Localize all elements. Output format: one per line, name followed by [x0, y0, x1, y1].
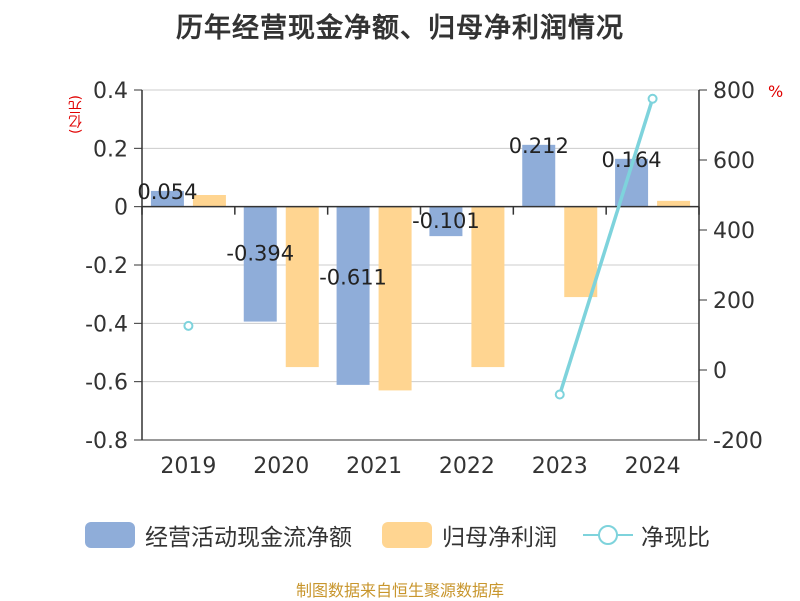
legend-label-cash-flow: 经营活动现金流净额 — [145, 525, 352, 551]
bar-data-label-2020: -0.394 — [226, 241, 294, 265]
right-tick-label: 800 — [713, 79, 755, 104]
left-tick-label: -0.6 — [85, 371, 128, 396]
right-axis-unit: % — [768, 82, 784, 101]
bar-data-label-2019: 0.054 — [137, 180, 197, 204]
bar-data-label-2023: 0.212 — [509, 134, 569, 158]
legend-label-ratio: 净现比 — [641, 525, 710, 551]
left-tick-label: 0.2 — [93, 137, 128, 162]
category-label-2022: 2022 — [439, 454, 495, 479]
category-label-2019: 2019 — [160, 454, 216, 479]
bar-net-profit-2020 — [285, 206, 319, 368]
ratio-point-2019 — [183, 320, 194, 331]
legend-swatch-net-profit — [382, 522, 432, 548]
category-label-2024: 2024 — [625, 454, 681, 479]
ratio-point-2023 — [554, 389, 565, 400]
bar-cash-flow-2023 — [522, 144, 556, 207]
legend-swatch-cash-flow — [85, 522, 135, 548]
ratio-line-segment — [558, 98, 655, 396]
bar-net-profit-2023 — [564, 206, 598, 298]
left-tick-label: -0.4 — [85, 312, 128, 337]
right-tick-label: 400 — [713, 219, 755, 244]
bar-data-label-2022: -0.101 — [412, 209, 480, 233]
tick-labels: 0.4 0.2 0 -0.2 -0.4 -0.6 -0.8 800 600 400 200 0 -200… — [85, 79, 763, 479]
legend-item-net-profit[interactable]: 归母净利润 — [382, 519, 557, 551]
chart-title: 历年经营现金净额、归母净利润情况 — [176, 13, 624, 44]
bar-cash-flow-2022 — [429, 206, 463, 237]
right-tick-label: 0 — [713, 359, 727, 384]
bar-net-profit-2021 — [378, 206, 412, 391]
right-tick-label: 600 — [713, 149, 755, 174]
category-label-2021: 2021 — [346, 454, 402, 479]
legend: 经营活动现金流净额 归母净利润 净现比 — [0, 519, 800, 551]
legend-label-net-profit: 归母净利润 — [442, 525, 557, 551]
right-tick-label: -200 — [713, 429, 763, 454]
category-label-2023: 2023 — [532, 454, 588, 479]
bar-net-profit-2022 — [471, 206, 505, 368]
bar-data-label-2021: -0.611 — [319, 265, 387, 289]
legend-item-ratio[interactable]: 净现比 — [583, 519, 710, 551]
bar-cash-flow-2019 — [150, 190, 184, 207]
right-tick-label: 200 — [713, 289, 755, 314]
bar-net-profit-2024 — [657, 200, 691, 207]
bar-cash-flow-2021 — [336, 206, 370, 385]
bar-cash-flow-2020 — [243, 206, 277, 322]
left-tick-label: -0.2 — [85, 254, 128, 279]
ratio-point-2024 — [647, 93, 658, 104]
left-tick-label: 0.4 — [93, 79, 128, 104]
ratio-line-series — [183, 93, 658, 400]
bar-net-profit-2019 — [192, 195, 226, 207]
source-note: 制图数据来自恒生聚源数据库 — [295, 581, 504, 600]
legend-swatch-ratio — [583, 522, 633, 548]
legend-item-cash-flow[interactable]: 经营活动现金流净额 — [85, 519, 352, 551]
bar-series — [150, 144, 691, 391]
axes — [134, 89, 707, 441]
left-tick-label: -0.8 — [85, 429, 128, 454]
category-label-2020: 2020 — [253, 454, 309, 479]
left-tick-label: 0 — [114, 196, 128, 221]
